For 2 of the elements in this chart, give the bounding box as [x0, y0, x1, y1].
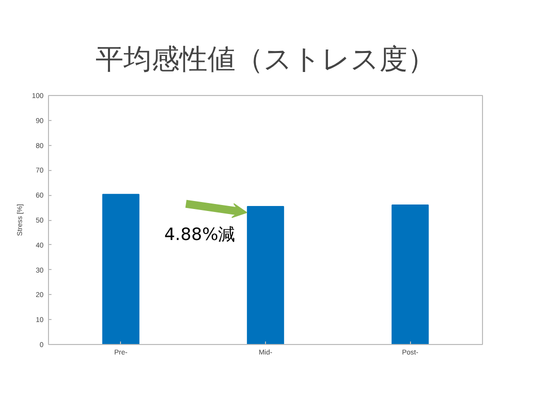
chart-title: 平均感性値（ストレス度）: [96, 42, 436, 76]
annotation: 4.88%減: [164, 224, 236, 245]
